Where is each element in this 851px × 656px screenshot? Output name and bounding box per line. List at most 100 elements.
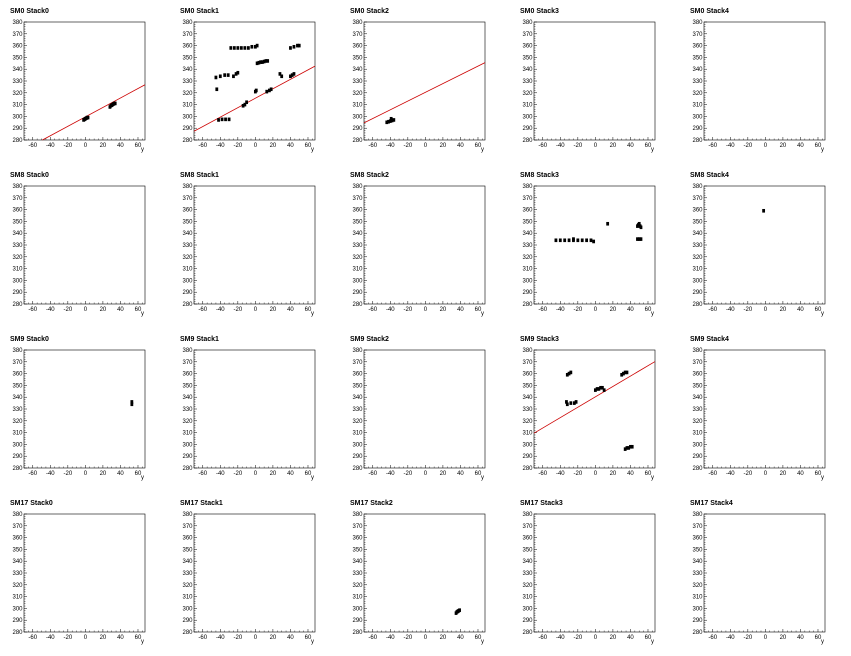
x-tick-label: -20 bbox=[234, 307, 243, 313]
data-point bbox=[392, 118, 396, 122]
y-tick-label: 340 bbox=[352, 231, 363, 237]
y-tick-label: 320 bbox=[692, 91, 703, 97]
y-tick-label: 300 bbox=[182, 442, 193, 448]
y-tick-label: 380 bbox=[12, 184, 23, 190]
panel[interactable]: SM9 Stack0 280 290 300 310 320 330 340 350 360 370… bbox=[10, 336, 146, 481]
y-tick-label: 340 bbox=[352, 559, 363, 565]
x-tick-label: -40 bbox=[726, 143, 735, 149]
panel[interactable]: SM0 Stack0 280 290 300 310 320 330 340 350 360 370… bbox=[10, 8, 146, 153]
panel[interactable]: SM17 Stack2 280 290 300 310 320 330 340 350 360 37… bbox=[350, 500, 486, 645]
data-point bbox=[595, 387, 599, 391]
y-tick-label: 300 bbox=[692, 442, 703, 448]
panel[interactable]: SM8 Stack0 280 290 300 310 320 330 340 350 360 370… bbox=[10, 172, 146, 317]
y-tick-label: 290 bbox=[352, 126, 363, 132]
y-tick-label: 340 bbox=[12, 231, 23, 237]
x-tick-label: -60 bbox=[538, 143, 547, 149]
y-tick-label: 290 bbox=[12, 454, 23, 460]
x-tick-label: -40 bbox=[386, 143, 395, 149]
x-tick-label: 40 bbox=[457, 143, 464, 149]
y-tick-label: 300 bbox=[352, 442, 363, 448]
panel[interactable]: SM8 Stack2 280 290 300 310 320 330 340 350 360 370… bbox=[350, 172, 486, 317]
y-tick-label: 370 bbox=[692, 196, 703, 202]
x-tick-label: 60 bbox=[645, 635, 652, 641]
panel[interactable]: SM17 Stack0 280 290 300 310 320 330 340 350 360 37… bbox=[10, 500, 146, 645]
panel[interactable]: SM9 Stack3 280 290 300 310 320 330 340 350 360 370… bbox=[520, 336, 656, 481]
x-tick-label: 60 bbox=[645, 307, 652, 313]
y-tick-label: 330 bbox=[12, 571, 23, 577]
y-tick-label: 300 bbox=[182, 278, 193, 284]
panel[interactable]: SM17 Stack3 280 290 300 310 320 330 340 350 360 37… bbox=[520, 500, 656, 645]
plot-frame bbox=[23, 513, 146, 633]
x-tick-label: 60 bbox=[305, 635, 312, 641]
x-axis-label: y bbox=[311, 639, 314, 645]
panel[interactable]: SM0 Stack3 280 290 300 310 320 330 340 350 360 370… bbox=[520, 8, 656, 153]
data-point bbox=[620, 372, 624, 377]
x-tick-label: 20 bbox=[270, 471, 277, 477]
data-point bbox=[229, 46, 233, 50]
fit-line bbox=[42, 84, 146, 141]
panel[interactable]: SM8 Stack1 280 290 300 310 320 330 340 350 360 370… bbox=[180, 172, 316, 317]
panel[interactable]: SM17 Stack1 280 290 300 310 320 330 340 350 360 37… bbox=[180, 500, 316, 645]
x-tick-label: 20 bbox=[780, 635, 787, 641]
x-tick-label: -40 bbox=[556, 471, 565, 477]
x-tick-label: 60 bbox=[815, 635, 822, 641]
x-tick-label: 40 bbox=[627, 307, 634, 313]
data-point bbox=[389, 116, 393, 121]
y-tick-label: 290 bbox=[522, 618, 533, 624]
y-tick-label: 340 bbox=[692, 231, 703, 237]
panel[interactable]: SM9 Stack4 280 290 300 310 320 330 340 350 360 370… bbox=[690, 336, 826, 481]
data-point bbox=[255, 61, 259, 66]
x-tick-label: 40 bbox=[117, 143, 124, 149]
data-point bbox=[589, 238, 593, 243]
data-point bbox=[567, 238, 571, 243]
y-tick-label: 370 bbox=[12, 196, 23, 202]
data-point bbox=[388, 119, 392, 123]
x-tick-label: 60 bbox=[475, 471, 482, 477]
panel[interactable]: SM8 Stack3 280 290 300 310 320 330 340 350 360 370… bbox=[520, 172, 656, 317]
data-point bbox=[232, 74, 235, 79]
y-tick-label: 280 bbox=[12, 302, 23, 308]
y-tick-label: 310 bbox=[182, 267, 193, 273]
panel[interactable]: SM9 Stack1 280 290 300 310 320 330 340 350 360 370… bbox=[180, 336, 316, 481]
panel[interactable]: SM0 Stack4 280 290 300 310 320 330 340 350 360 370… bbox=[690, 8, 826, 153]
x-tick-label: 60 bbox=[305, 307, 312, 313]
y-tick-label: 360 bbox=[692, 44, 703, 50]
panel[interactable]: SM0 Stack1 280 290 300 310 320 330 340 350 360 370… bbox=[180, 8, 316, 153]
y-tick-label: 280 bbox=[352, 630, 363, 636]
x-tick-label: -20 bbox=[234, 143, 243, 149]
x-tick-label: 60 bbox=[815, 307, 822, 313]
data-point bbox=[385, 120, 389, 125]
x-tick-label: 20 bbox=[100, 143, 107, 149]
y-tick-label: 300 bbox=[692, 114, 703, 120]
y-tick-label: 370 bbox=[352, 32, 363, 38]
y-tick-label: 360 bbox=[182, 44, 193, 50]
panel[interactable]: SM17 Stack4 280 290 300 310 320 330 340 350 360 37… bbox=[690, 500, 826, 645]
y-tick-label: 310 bbox=[352, 431, 363, 437]
panel[interactable]: SM0 Stack2 280 290 300 310 320 330 340 350 360 370… bbox=[350, 8, 486, 153]
x-tick-label: -20 bbox=[744, 635, 753, 641]
x-tick-label: 40 bbox=[797, 471, 804, 477]
fit-line bbox=[193, 65, 316, 132]
data-point bbox=[580, 238, 584, 243]
y-tick-label: 280 bbox=[352, 138, 363, 144]
x-tick-label: -60 bbox=[28, 635, 37, 641]
plot-frame bbox=[193, 185, 316, 305]
panel[interactable]: SM8 Stack4 280 290 300 310 320 330 340 350 360 370… bbox=[690, 172, 826, 317]
data-point bbox=[226, 73, 230, 77]
y-tick-label: 290 bbox=[522, 454, 533, 460]
data-point bbox=[130, 402, 134, 407]
x-tick-label: 20 bbox=[440, 635, 447, 641]
y-tick-label: 360 bbox=[352, 44, 363, 50]
x-tick-label: -40 bbox=[46, 143, 55, 149]
y-tick-label: 370 bbox=[522, 32, 533, 38]
x-tick-label: 0 bbox=[254, 307, 258, 313]
data-point bbox=[218, 74, 222, 79]
x-tick-label: -20 bbox=[574, 635, 583, 641]
x-tick-label: 0 bbox=[84, 307, 88, 313]
y-tick-label: 350 bbox=[692, 219, 703, 225]
y-tick-label: 380 bbox=[522, 20, 533, 26]
panel[interactable]: SM9 Stack2 280 290 300 310 320 330 340 350 360 370… bbox=[350, 336, 486, 481]
y-tick-label: 300 bbox=[12, 278, 23, 284]
x-tick-label: -40 bbox=[726, 307, 735, 313]
x-tick-label: -20 bbox=[64, 635, 73, 641]
